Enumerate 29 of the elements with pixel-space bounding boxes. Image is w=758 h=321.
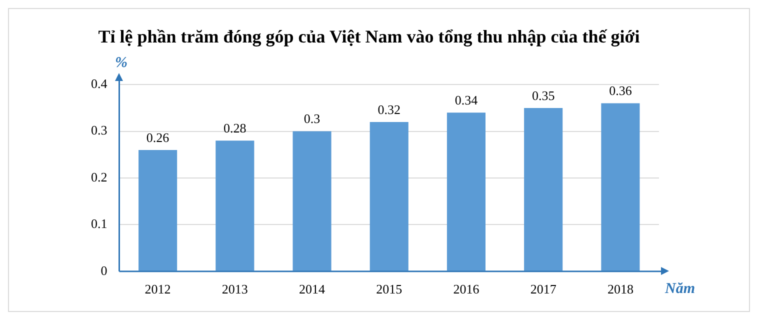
- y-tick-label: 0.3: [91, 122, 108, 138]
- y-axis-title: %: [115, 54, 128, 71]
- bar: [292, 131, 332, 271]
- x-tick-label: 2015: [376, 282, 402, 297]
- y-tick-label: 0.4: [91, 76, 108, 92]
- x-axis-title: Năm: [664, 280, 695, 297]
- bar: [601, 103, 640, 271]
- x-tick-label: 2018: [607, 282, 634, 297]
- data-label: 0.32: [378, 102, 400, 117]
- data-label: 0.34: [454, 92, 478, 108]
- y-tick-label: 0.1: [91, 216, 108, 232]
- chart-title: Tỉ lệ phần trăm đóng góp của Việt Nam vào tổng thu nhập của thế giới: [98, 26, 640, 46]
- y-tick-label: 0.2: [91, 169, 108, 184]
- bar: [138, 150, 178, 271]
- x-tick-label: 2013: [222, 282, 248, 297]
- y-tick-label: 0: [100, 262, 108, 278]
- x-tick-label: 2012: [144, 282, 171, 297]
- bar: [216, 140, 254, 271]
- data-label: 0.3: [304, 111, 320, 126]
- x-tick-label: 2016: [453, 282, 480, 297]
- bar: [446, 112, 486, 271]
- data-label: 0.35: [532, 88, 555, 103]
- data-label: 0.26: [146, 130, 170, 145]
- data-label: 0.28: [224, 120, 246, 136]
- bar: [370, 122, 408, 271]
- bar: [524, 108, 563, 271]
- data-label: 0.36: [609, 83, 632, 98]
- x-tick-label: 2017: [530, 282, 557, 297]
- x-tick-label: 2014: [299, 282, 326, 297]
